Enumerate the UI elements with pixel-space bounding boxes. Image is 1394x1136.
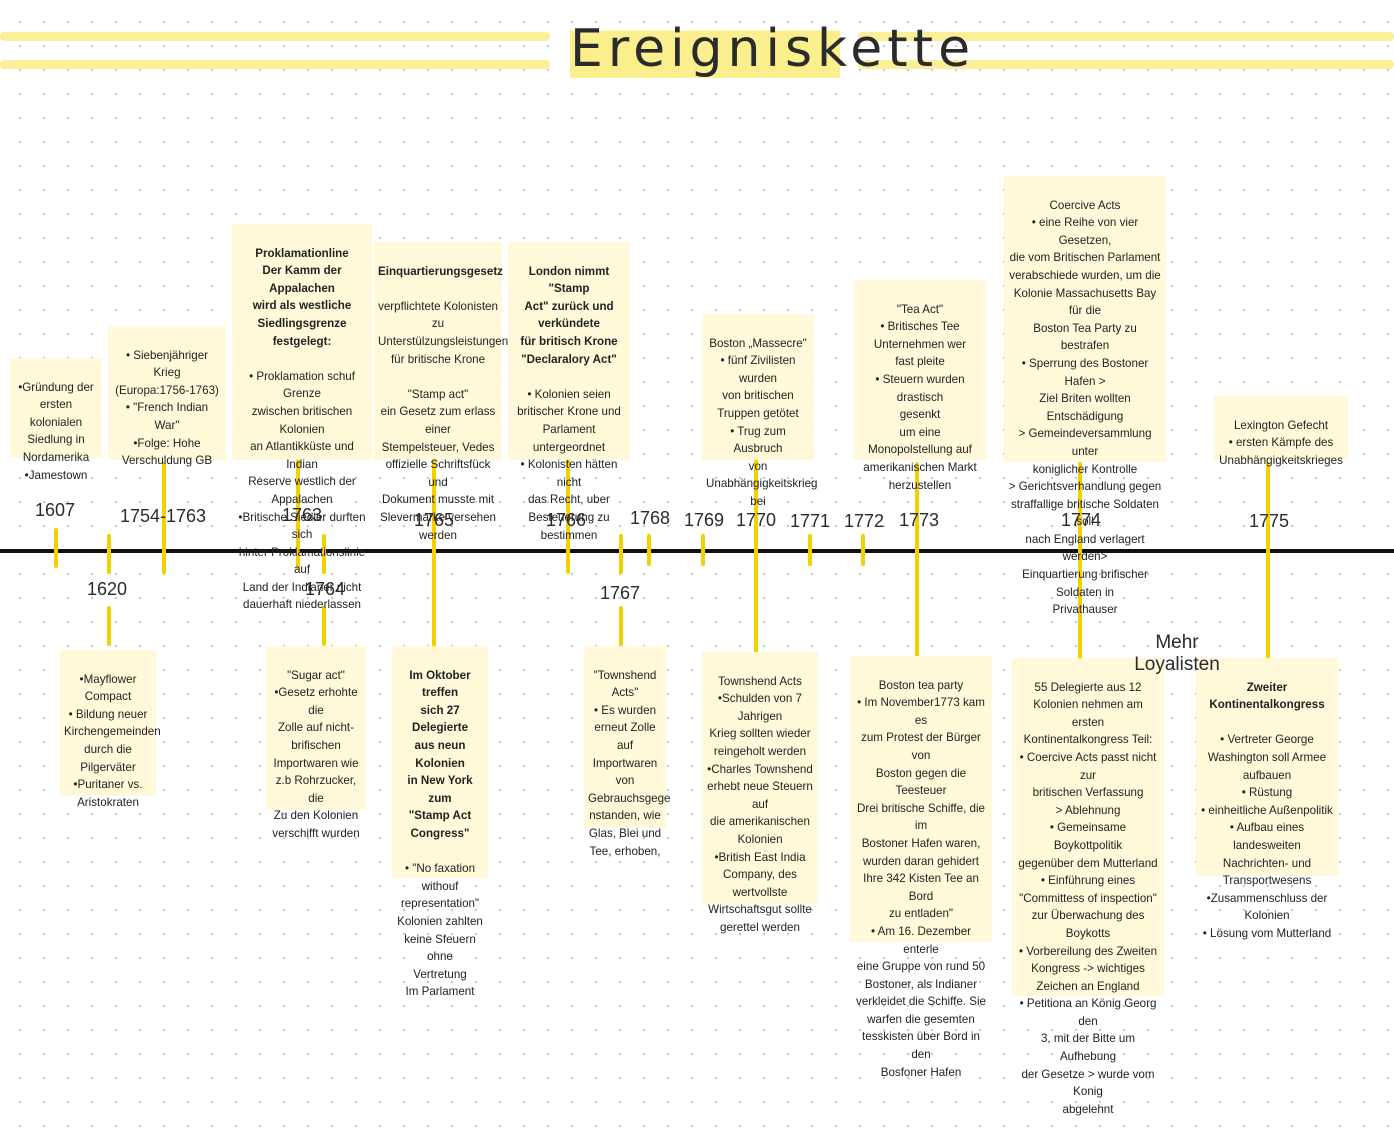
- tick-1754: [162, 462, 166, 574]
- year-1607: 1607: [34, 500, 76, 520]
- event-card-1764: "Sugar act" •Gesetz erhohte die Zolle au…: [266, 646, 366, 840]
- event-card-1607: •Gründung der ersten kolonialen Siedlung…: [10, 358, 102, 482]
- card-body: "Townshend Acts" • Es wurden erneut Zoll…: [588, 668, 671, 858]
- card-body: Townshend Acts •Schulden von 7 Jahrigen …: [707, 674, 813, 934]
- timeline-axis: [0, 549, 1394, 553]
- tick-1770: [754, 458, 758, 658]
- event-card-1754: • Siebenjähriger Krieg (Europa:1756-1763…: [108, 326, 226, 467]
- year-1766: 1766: [545, 510, 587, 530]
- tick-1620-link: [107, 606, 111, 646]
- year-1763: 1763: [281, 505, 323, 525]
- year-1767: 1767: [599, 583, 641, 603]
- card-body: Coercive Acts • eine Reihe von vier Gese…: [1008, 198, 1162, 617]
- tick-1774: [1078, 462, 1082, 662]
- card-body: •Gründung der ersten kolonialen Siedlung…: [18, 380, 94, 482]
- card-title: Proklamationline Der Kamm der Appalachen…: [252, 246, 352, 348]
- tick-1766: [566, 458, 570, 574]
- year-1765: 1765: [413, 510, 455, 530]
- event-card-1767: "Townshend Acts" • Es wurden erneut Zoll…: [584, 646, 671, 858]
- annotation-loyalists: Mehr Loyalisten: [1134, 632, 1220, 675]
- tick-1607: [54, 528, 58, 568]
- card-body: Boston tea party • Im November1773 kam e…: [856, 678, 986, 1079]
- tick-1769: [701, 534, 705, 566]
- year-1772: 1772: [843, 511, 885, 531]
- year-1773: 1773: [898, 510, 940, 530]
- card-body: • "No faxation withouf representation" K…: [397, 862, 483, 999]
- card-body: verpflichtete Kolonisten zu Unterstülzun…: [378, 299, 509, 542]
- card-body: 55 Delegierte aus 12 Kolonien nehmen am …: [1018, 680, 1158, 1116]
- tick-1765: [432, 458, 436, 658]
- card-title: Im Oktober treffen sich 27 Delegierte au…: [407, 668, 473, 840]
- card-body: • Kolonien seien britischer Krone und Pa…: [517, 387, 621, 542]
- event-card-1620: •Mayflower Compact • Bildung neuer Kirch…: [60, 650, 161, 809]
- year-1770: 1770: [735, 510, 777, 530]
- tick-1767: [619, 534, 623, 574]
- year-1764: 1764: [304, 579, 346, 599]
- card-title: Einquartierungsgesetz: [378, 264, 503, 278]
- event-card-1763: Proklamationline Der Kamm der Appalachen…: [232, 224, 372, 611]
- year-1768: 1768: [629, 508, 671, 528]
- card-body: "Tea Act" • Britisches Tee Unternehmen w…: [863, 302, 977, 492]
- event-card-1773-boston-tea-party: Boston tea party • Im November1773 kam e…: [850, 656, 992, 1079]
- card-body: • Proklamation schuf Grenze zwischen bri…: [238, 369, 366, 612]
- year-1620: 1620: [86, 579, 128, 599]
- card-title: Zweiter Kontinentalkongress: [1209, 680, 1325, 712]
- year-1771: 1771: [789, 511, 831, 531]
- tick-1620: [107, 534, 111, 574]
- card-body: • Siebenjähriger Krieg (Europa:1756-1763…: [115, 348, 219, 468]
- tick-1768: [647, 534, 651, 566]
- tick-1767-link: [619, 606, 623, 646]
- header-stripe-left-2: [0, 60, 550, 69]
- year-1769: 1769: [683, 510, 725, 530]
- card-title: London nimmt "Stamp Act" zurück und verk…: [520, 264, 618, 366]
- card-body: "Sugar act" •Gesetz erhohte die Zolle au…: [272, 668, 360, 840]
- tick-1771: [808, 534, 812, 566]
- event-card-1774-coercive-acts: Coercive Acts • eine Reihe von vier Gese…: [1004, 176, 1166, 616]
- event-card-1774-first-congress: 55 Delegierte aus 12 Kolonien nehmen am …: [1012, 658, 1164, 1116]
- card-body: Boston „Massecre" • fünf Zivilisten wurd…: [706, 336, 818, 508]
- header-stripe-right-1: [858, 32, 1394, 41]
- event-card-1770-massacre: Boston „Massecre" • fünf Zivilisten wurd…: [702, 314, 818, 508]
- card-body: •Mayflower Compact • Bildung neuer Kirch…: [64, 672, 161, 809]
- tick-1773: [915, 462, 919, 658]
- event-card-1765-stamp-act: Einquartierungsgesetz verpflichtete Kolo…: [374, 242, 508, 542]
- event-card-1775-lexington: Lexington Gefecht • ersten Kämpfe des Un…: [1214, 396, 1348, 467]
- year-1774: 1774: [1060, 510, 1102, 530]
- event-card-1773-tea-act: "Tea Act" • Britisches Tee Unternehmen w…: [854, 280, 986, 492]
- year-1754: 1754-1763: [119, 506, 207, 526]
- header-stripe-left-1: [0, 32, 550, 41]
- event-card-1770-townshend: Townshend Acts •Schulden von 7 Jahrigen …: [702, 652, 818, 934]
- tick-1775: [1266, 462, 1270, 662]
- header-stripe-right-2: [858, 60, 1394, 69]
- event-card-1765-congress: Im Oktober treffen sich 27 Delegierte au…: [392, 646, 488, 998]
- tick-1764-link: [322, 606, 326, 646]
- tick-1764: [322, 534, 326, 574]
- page-title: Ereigniskette: [570, 14, 970, 96]
- tick-1763: [296, 458, 300, 570]
- tick-1772: [861, 534, 865, 566]
- year-1775: 1775: [1248, 511, 1290, 531]
- event-card-1775-second-congress: Zweiter Kontinentalkongress • Vertreter …: [1196, 658, 1338, 940]
- card-body: • Vertreter George Washington soll Armee…: [1201, 733, 1333, 940]
- event-card-1766: London nimmt "Stamp Act" zurück und verk…: [508, 242, 630, 542]
- card-body: Lexington Gefecht • ersten Kämpfe des Un…: [1219, 418, 1343, 467]
